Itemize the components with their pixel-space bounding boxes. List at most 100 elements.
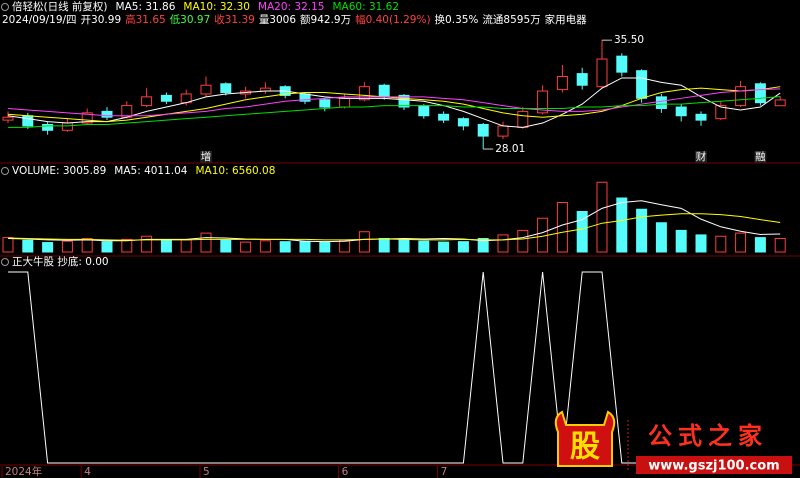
candle-body — [22, 115, 34, 127]
volume-bar — [259, 240, 271, 253]
volume-ma-line — [7, 213, 781, 241]
marker-box — [754, 151, 767, 163]
volume-bar — [735, 232, 747, 253]
panel-title: VOLUME: 3005.89 — [12, 165, 106, 177]
candle-body — [378, 84, 390, 98]
volume-bar — [576, 211, 588, 253]
panel-icon — [1, 3, 9, 11]
volume-bar — [418, 240, 430, 253]
site-url: www.gszj100.com — [648, 459, 779, 474]
panel-title: 正大牛股 抄底: 0.00 — [12, 255, 109, 268]
marker-box — [200, 151, 212, 163]
volume-bar — [616, 197, 628, 253]
ma-line — [7, 88, 781, 117]
volume-bar — [774, 237, 786, 253]
info-item: 流通8595万 — [482, 13, 540, 26]
volume-bar — [22, 239, 34, 253]
info-item: 收31.39 — [214, 13, 255, 26]
candle-body — [576, 73, 588, 86]
info-item: 额942.9万 — [300, 13, 351, 26]
volume-bar — [141, 235, 153, 253]
candle-body — [517, 110, 529, 128]
info-item: 高31.65 — [125, 13, 166, 26]
candle-body — [200, 84, 212, 95]
logo-shape — [554, 410, 616, 467]
volume-bar — [61, 240, 73, 253]
marker: 增 — [201, 150, 212, 163]
candle-body — [319, 99, 331, 108]
candle-body — [636, 70, 648, 99]
volume-bar — [477, 238, 489, 253]
volume-bar — [180, 239, 192, 253]
volume-bar — [715, 235, 727, 253]
candle-body — [42, 123, 54, 131]
candle-body — [398, 94, 410, 108]
candle-body — [477, 123, 489, 137]
x-tick-label: 6 — [342, 466, 349, 478]
candle-body — [457, 118, 469, 127]
volume-bar — [457, 241, 469, 253]
volume-bar — [754, 237, 766, 253]
info-item: 开30.99 — [81, 14, 122, 26]
panel-title: 倍轻松(日线 前复权) — [12, 0, 108, 13]
candle-body — [537, 90, 549, 114]
candle-body — [438, 113, 450, 121]
candle-body — [596, 58, 608, 88]
candle-body — [220, 83, 232, 93]
candle-body — [655, 96, 667, 109]
volume-bar — [556, 202, 568, 253]
candle-body — [101, 110, 113, 118]
candle-body — [497, 125, 509, 137]
volume-bar — [675, 229, 687, 253]
candle-body — [2, 116, 14, 121]
volume-bar — [339, 239, 351, 253]
volume-bar — [517, 229, 529, 253]
ma-line — [7, 86, 781, 123]
volume-bar — [299, 240, 311, 253]
info-row: 2024/09/19/四 开30.99 高31.65 低30.97 收31.39 量300… — [2, 13, 587, 26]
volume-bar — [636, 208, 648, 253]
volume-bar — [160, 239, 172, 253]
volume-bar — [81, 238, 93, 253]
x-tick-label: 5 — [203, 466, 210, 478]
volume-bar — [101, 241, 113, 253]
volume-bar — [596, 181, 608, 253]
legend-entry: MA20: 32.15 — [258, 1, 325, 13]
legend-entry: MA10: 6560.08 — [195, 165, 275, 177]
ma-line — [8, 96, 781, 128]
ma-line — [7, 77, 781, 128]
marker: 融 — [755, 151, 766, 163]
legend-entry: MA60: 31.62 — [332, 1, 399, 13]
candle-body — [735, 86, 747, 107]
volume-bar — [398, 239, 410, 253]
logo-text: 股 — [570, 430, 600, 465]
volume-bar — [497, 234, 509, 253]
x-tick-label: 4 — [84, 466, 91, 478]
candle-body — [695, 113, 707, 121]
candle-body — [754, 83, 766, 104]
volume-bar — [695, 234, 707, 253]
info-item: 量3006 — [259, 14, 297, 26]
legend-entry: MA5: 4011.04 — [114, 165, 188, 177]
legend-entry: MA10: 32.30 — [183, 1, 250, 13]
volume-bar — [655, 222, 667, 253]
volume-bar — [378, 238, 390, 253]
info-item: 换0.35% — [435, 13, 479, 26]
volume-bar — [438, 241, 450, 253]
volume-bar — [2, 237, 14, 253]
watermark: 股 公式之家 www.gszj100.com — [554, 410, 792, 474]
low-label: 28.01 — [495, 143, 525, 155]
candle-body — [715, 105, 727, 120]
volume-bar — [200, 232, 212, 253]
x-tick-label: 7 — [441, 466, 448, 478]
candle-body — [616, 55, 628, 73]
marker-box — [695, 151, 707, 163]
legend: VOLUME: 3005.89 MA5: 4011.04 MA10: 6560.08 — [12, 165, 275, 177]
candle-body — [675, 106, 687, 117]
panel-icon — [1, 258, 9, 266]
x-tick-label: 2024年 — [5, 465, 42, 478]
info-item: 家用电器 — [545, 13, 587, 26]
volume-bar — [220, 239, 232, 253]
candle-body — [81, 112, 93, 124]
